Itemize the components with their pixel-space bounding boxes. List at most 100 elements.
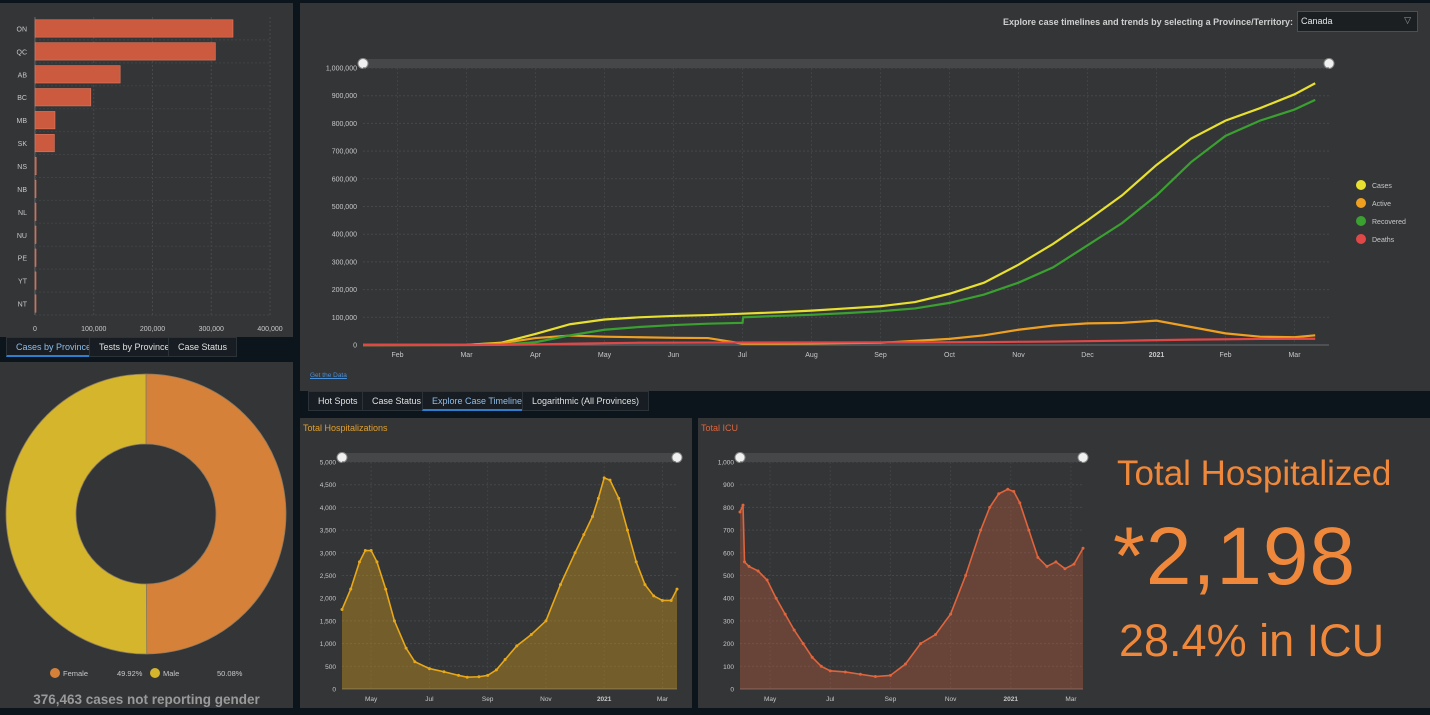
x-tick-label: Sep — [874, 352, 887, 359]
y-tick-label: 4,000 — [320, 505, 337, 512]
bar-bc — [34, 88, 92, 107]
province-select-value: Canada — [1301, 16, 1333, 26]
legend-value: 49.92% — [117, 669, 143, 678]
summary-value-text: 2,198 — [1145, 511, 1357, 602]
range-handle-right — [671, 452, 683, 463]
legend-swatch — [1356, 216, 1366, 226]
data-point — [934, 633, 938, 637]
bar-on — [34, 19, 234, 38]
legend-swatch — [1356, 198, 1366, 208]
data-point — [392, 619, 396, 623]
slice-male — [5, 373, 148, 655]
category-label: NS — [17, 164, 27, 171]
bar-nl — [34, 202, 37, 221]
star-icon: * — [1113, 511, 1146, 602]
x-tick-label: 2021 — [1149, 352, 1165, 359]
icu-title: Total ICU — [701, 423, 739, 433]
range-handle-left — [336, 452, 348, 463]
data-point — [949, 612, 953, 616]
y-tick-label: 0 — [353, 343, 357, 350]
x-tick-label: Jul — [738, 352, 747, 359]
y-tick-label: 800 — [723, 505, 734, 512]
tab-tests-by-province[interactable]: Tests by Province — [89, 337, 180, 357]
range-handle-left — [357, 58, 369, 69]
data-point — [591, 514, 595, 518]
x-tick-label: Mar — [657, 696, 669, 703]
tab-case-status[interactable]: Case Status — [168, 337, 238, 357]
data-point — [810, 655, 814, 659]
data-point — [1072, 562, 1076, 566]
province-tabs: Cases by Province Tests by Province Case… — [0, 337, 293, 359]
x-tick-label: Feb — [391, 352, 403, 359]
icu-area-chart: 0 100 200 300 400 500 600 700 800 900 1,000 May Jul S… — [718, 452, 1089, 703]
legend-label: Female — [63, 669, 88, 678]
hospitalizations-title: Total Hospitalizations — [303, 423, 388, 433]
timeline-tabs: Hot Spots Case Status Explore Case Timel… — [300, 391, 1430, 416]
bar-sk — [34, 134, 55, 153]
data-point — [903, 662, 907, 666]
tab-hot-spots[interactable]: Hot Spots — [308, 391, 368, 411]
data-point — [413, 660, 417, 664]
y-tick-label: 400,000 — [332, 232, 357, 239]
category-label: NU — [17, 233, 27, 240]
y-tick-label: 700,000 — [332, 149, 357, 156]
tab-timeline-case-status[interactable]: Case Status — [362, 391, 432, 411]
get-data-link[interactable]: Get the Data — [310, 372, 347, 379]
data-point — [997, 492, 1001, 496]
data-point — [652, 594, 656, 598]
data-point — [457, 673, 461, 677]
y-tick-label: 4,500 — [320, 482, 337, 489]
x-tick-label: 300,000 — [199, 326, 224, 333]
explore-label: Explore case timelines and trends by sel… — [1003, 17, 1293, 27]
x-tick-label: Mar — [1288, 352, 1301, 359]
data-point — [582, 533, 586, 537]
data-point — [741, 503, 745, 507]
x-tick-label: 400,000 — [257, 326, 282, 333]
legend-label: Active — [1372, 201, 1391, 208]
y-tick-label: 100,000 — [332, 315, 357, 322]
tab-cases-by-province[interactable]: Cases by Province — [6, 337, 102, 357]
tab-explore-case-timelines[interactable]: Explore Case Timelines — [422, 391, 537, 411]
data-point — [1054, 560, 1058, 564]
data-point — [643, 583, 647, 587]
data-point — [384, 587, 388, 591]
x-tick-label: Jun — [668, 352, 679, 359]
bar-nb — [34, 179, 37, 198]
gender-note: 376,463 cases not reporting gender — [33, 692, 260, 707]
data-point — [544, 619, 548, 623]
x-tick-label: Jul — [826, 696, 835, 703]
x-tick-label: Sep — [482, 696, 494, 703]
data-point — [1027, 528, 1031, 532]
data-point — [477, 675, 481, 679]
cases-by-province-panel: 0 100,000 200,000 300,000 400,000 ON QC AB BC MB S… — [0, 3, 293, 337]
data-point — [747, 564, 751, 568]
x-tick-label: May — [764, 696, 777, 703]
y-tick-label: 1,000 — [718, 460, 735, 467]
data-point — [596, 496, 600, 500]
data-point — [404, 646, 408, 650]
legend-label: Deaths — [1372, 237, 1395, 244]
data-point — [888, 673, 892, 677]
legend-label: Cases — [1372, 183, 1392, 190]
data-point — [515, 644, 519, 648]
province-select[interactable]: Canada ▽ — [1297, 11, 1418, 32]
bar-nu — [34, 225, 37, 244]
category-label: NT — [18, 302, 28, 309]
x-tick-label: 0 — [33, 326, 37, 333]
series-line-recovered — [363, 98, 1316, 347]
summary-value: *2,198 — [1113, 510, 1356, 604]
y-tick-label: 500 — [325, 664, 336, 671]
tab-logarithmic[interactable]: Logarithmic (All Provinces) — [522, 391, 650, 411]
x-tick-label: 100,000 — [81, 326, 106, 333]
data-point — [1036, 555, 1040, 559]
category-label: SK — [18, 141, 28, 148]
series-line-deaths — [363, 337, 1316, 347]
data-point — [1063, 567, 1067, 571]
x-tick-label: Dec — [1081, 352, 1094, 359]
data-point — [503, 657, 507, 661]
data-point — [743, 560, 747, 564]
data-point — [617, 496, 621, 500]
y-tick-label: 400 — [723, 596, 734, 603]
data-point — [340, 608, 344, 612]
data-point — [494, 668, 498, 672]
